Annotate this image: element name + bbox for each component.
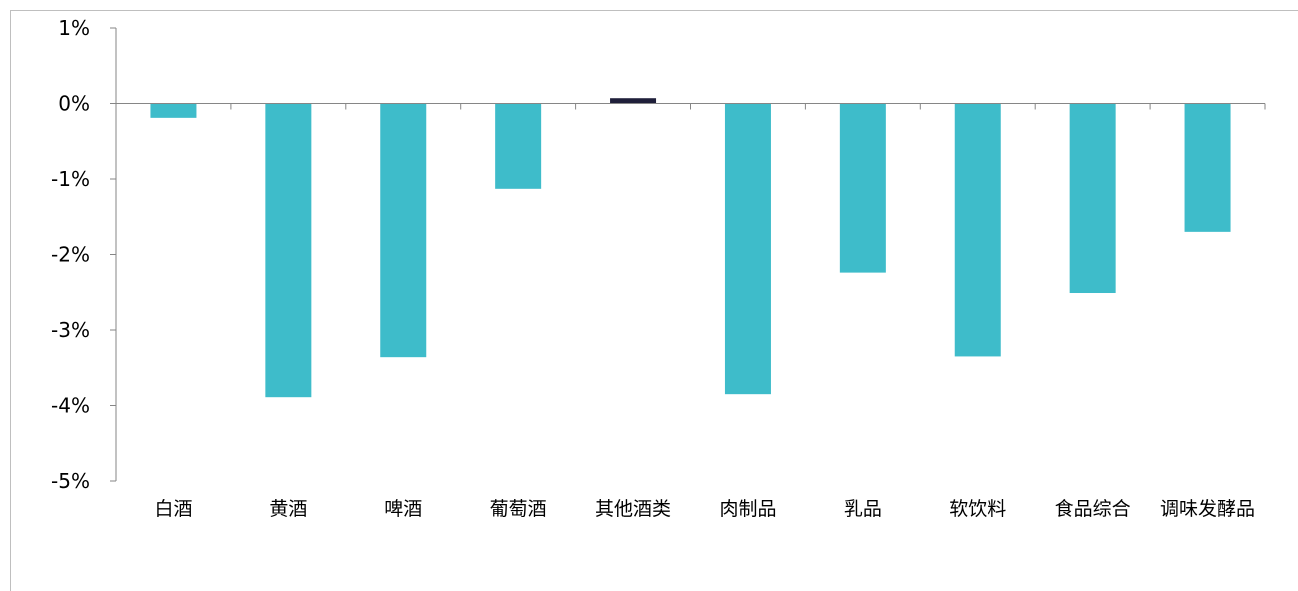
x-axis: 白酒 黄酒 啤酒 葡萄酒 其他酒类 肉制品 乳品 软饮料 食品综合 调味发酵品: [115, 103, 1266, 520]
bar-1: [150, 103, 197, 118]
y-tick-label: -4%: [51, 394, 90, 418]
bar-6: [724, 103, 771, 395]
y-axis: 1% 0% -1% -2% -3% -4% -5%: [51, 16, 117, 493]
category-label: 黄酒: [269, 498, 307, 520]
category-label: 乳品: [844, 498, 882, 520]
category-label: 葡萄酒: [490, 498, 547, 520]
bar-9: [1069, 103, 1116, 294]
bar-3: [380, 103, 427, 358]
category-label: 其他酒类: [595, 498, 671, 520]
category-label: 肉制品: [719, 498, 776, 520]
bar-2: [265, 103, 312, 398]
y-tick-label: -1%: [51, 167, 90, 191]
y-tick-label: 1%: [58, 16, 90, 40]
bar-4: [495, 103, 542, 189]
category-label: 白酒: [154, 498, 192, 520]
bars: [150, 98, 1231, 398]
y-tick-label: -5%: [51, 469, 90, 493]
category-label: 软饮料: [949, 498, 1006, 520]
y-tick-label: -2%: [51, 243, 90, 267]
chart-frame: [10, 10, 1298, 591]
y-tick-label: 0%: [58, 92, 90, 116]
bar-8: [954, 103, 1001, 357]
category-label: 啤酒: [384, 498, 422, 520]
category-label: 食品综合: [1055, 498, 1131, 520]
bar-7: [839, 103, 886, 273]
category-label: 调味发酵品: [1160, 498, 1255, 520]
bar-10: [1184, 103, 1231, 232]
y-tick-label: -3%: [51, 318, 90, 342]
bar-5: [610, 98, 657, 104]
